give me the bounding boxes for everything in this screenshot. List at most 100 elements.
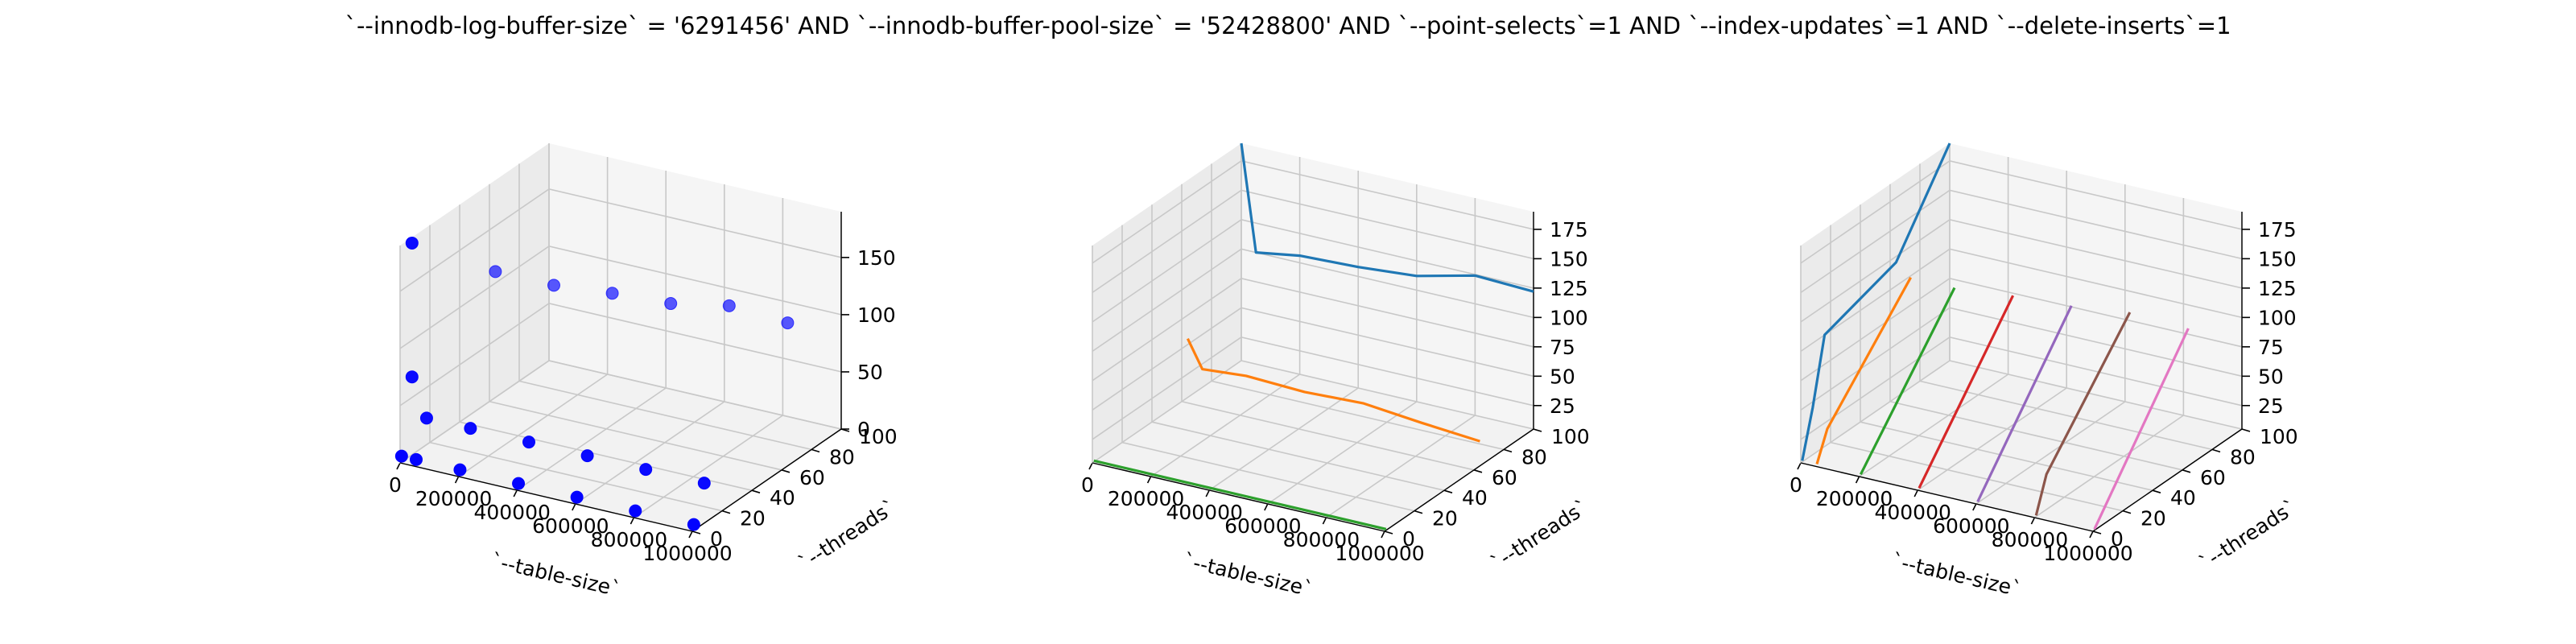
series-line — [1801, 142, 1951, 461]
z-tick-label: 0 — [857, 418, 870, 441]
z-tick-label: 50 — [1550, 365, 1575, 388]
z-tick-label: 150 — [1550, 247, 1588, 270]
x-tick-mark — [1913, 489, 1918, 497]
subplot-line-by-table-size: 0200000400000600000800000100000002040608… — [1790, 142, 2301, 601]
scatter-point — [570, 490, 584, 504]
scatter-point — [394, 449, 408, 463]
y-tick-label: 20 — [1432, 507, 1458, 530]
y-tick-mark — [2182, 469, 2191, 473]
y-tick-label: 60 — [2200, 466, 2226, 489]
pane-back — [1950, 143, 2242, 429]
y-axis-line — [691, 428, 842, 532]
y-tick-mark — [2152, 489, 2161, 493]
scatter-point — [722, 299, 736, 312]
z-tick-label: 25 — [2258, 394, 2284, 418]
x-tick-mark — [572, 503, 576, 511]
z-tick-label: 150 — [857, 246, 896, 270]
y-gridline — [1830, 225, 2124, 512]
scatter-point — [522, 436, 535, 449]
y-tick-label: 100 — [2260, 425, 2298, 448]
z-gridline — [1092, 277, 1534, 382]
x-tick-label: 400000 — [1166, 501, 1242, 524]
x-tick-label: 200000 — [1816, 487, 1893, 510]
y-tick-label: 20 — [740, 507, 766, 530]
z-tick-label: 175 — [1550, 218, 1588, 242]
z-tick-label: 150 — [2258, 247, 2297, 270]
x-tick-mark — [1146, 476, 1152, 484]
y-axis-line — [1384, 428, 1534, 532]
x-tick-label: 200000 — [1108, 487, 1184, 510]
scatter-point — [629, 504, 642, 518]
scatter-point — [639, 463, 653, 477]
z-gridline — [399, 188, 842, 292]
series-line — [2093, 328, 2190, 530]
x-tick-label: 1000000 — [1335, 542, 1424, 565]
scatter-point — [410, 452, 423, 466]
scatter-point — [419, 411, 433, 425]
y-tick-label: 100 — [859, 425, 898, 448]
x-tick-mark — [1205, 489, 1210, 497]
y-gridline — [1151, 204, 1445, 491]
y-tick-label: 40 — [770, 486, 795, 510]
y-tick-mark — [1533, 428, 1542, 432]
y-tick-label: 40 — [1462, 486, 1488, 510]
y-tick-label: 100 — [1551, 425, 1590, 448]
y-tick-label: 0 — [710, 527, 723, 551]
series-line — [1093, 459, 1387, 530]
x-tick-mark — [2089, 530, 2094, 539]
scatter-point — [405, 236, 419, 250]
x-tick-mark — [1855, 476, 1860, 484]
y-tick-mark — [751, 489, 761, 493]
x-tick-label: 600000 — [1224, 514, 1301, 538]
x-tick-label: 1000000 — [2043, 542, 2132, 565]
z-gridline — [1800, 219, 2243, 323]
scatter-point — [605, 287, 619, 300]
y-tick-mark — [1503, 448, 1513, 453]
z-tick-label: 175 — [2258, 218, 2297, 242]
x-tick-label: 200000 — [415, 487, 492, 510]
z-gridline — [399, 303, 842, 407]
y-tick-mark — [1414, 510, 1423, 514]
z-tick-label: 75 — [2258, 336, 2284, 359]
x-tick-label: 800000 — [591, 528, 667, 551]
x-tick-label: 800000 — [1992, 528, 2068, 551]
pane-back — [1241, 143, 1534, 429]
x-tick-label: 400000 — [1874, 501, 1951, 524]
x-axis-line — [1800, 462, 2094, 532]
y-gridline — [1121, 225, 1415, 512]
scatter-point — [547, 279, 560, 292]
x-tick-mark — [454, 476, 460, 484]
scatter-point — [697, 477, 711, 490]
x-tick-label: 400000 — [473, 501, 550, 524]
z-gridline — [399, 246, 842, 349]
x-tick-label: 0 — [1790, 473, 1802, 497]
series-line — [1240, 142, 1534, 293]
y-tick-mark — [1473, 469, 1483, 473]
x-tick-mark — [630, 517, 635, 525]
y-tick-label: 80 — [829, 445, 855, 469]
y-tick-mark — [2241, 428, 2251, 432]
x-tick-mark — [1381, 530, 1385, 539]
x-tick-mark — [2030, 517, 2036, 525]
y-tick-mark — [2211, 448, 2221, 453]
x-tick-label: 600000 — [532, 514, 609, 538]
y-tick-label: 60 — [1492, 466, 1517, 489]
z-tick-label: 75 — [1550, 336, 1575, 359]
z-gridline — [399, 360, 842, 464]
x-tick-mark — [1264, 503, 1269, 511]
y-tick-mark — [1443, 489, 1453, 493]
y-tick-mark — [1384, 530, 1393, 535]
subplot-line-by-threads: 0200000400000600000800000100000002040608… — [1081, 142, 1593, 601]
series-line — [1918, 295, 2015, 489]
x-tick-mark — [688, 530, 693, 539]
z-gridline — [1800, 277, 2243, 382]
x-axis-line — [1092, 462, 1385, 532]
scatter-point — [781, 316, 795, 330]
y-axis-line — [2092, 428, 2243, 532]
z-gridline — [1092, 189, 1534, 294]
x-tick-mark — [513, 489, 518, 497]
x-tick-label: 0 — [389, 473, 402, 497]
y-tick-mark — [781, 469, 791, 473]
y-gridline — [1181, 184, 1475, 471]
